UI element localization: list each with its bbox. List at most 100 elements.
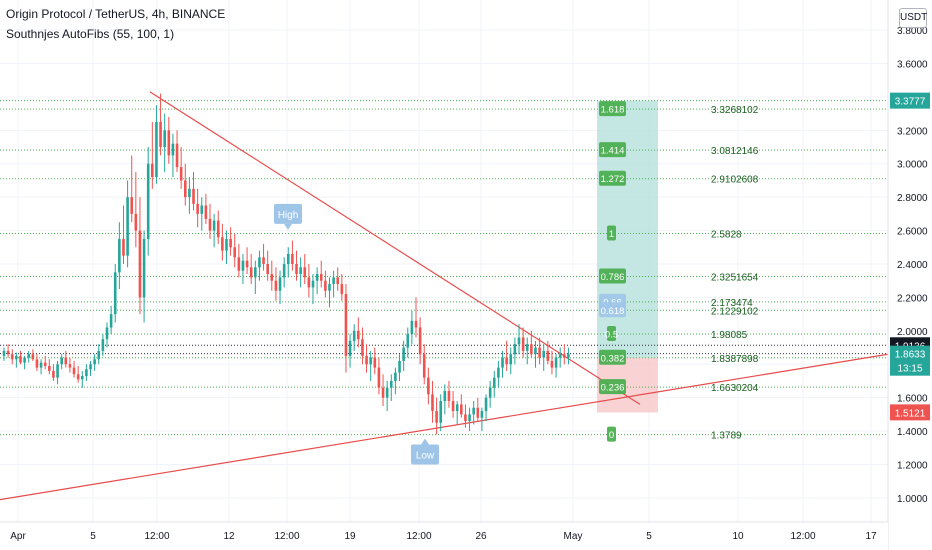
high-marker: [274, 203, 302, 224]
candle-body: [385, 387, 389, 398]
candle-body: [39, 362, 43, 368]
descending-trendline: [149, 91, 641, 405]
low-marker-pointer: [421, 438, 429, 445]
candle-body: [389, 380, 393, 388]
candle-body: [394, 372, 397, 381]
price-tick-label: 2.6000: [897, 227, 928, 238]
time-axis-bg: [0, 522, 888, 550]
candle-body: [241, 260, 245, 271]
trend-lines: [0, 91, 889, 501]
fib-labels: 1.618 3.3268102 1.414 3.0812146 1.272 2.91026…: [599, 101, 759, 442]
fib-ratio-badge: [599, 170, 626, 186]
high-marker-label: High: [278, 210, 299, 221]
time-axis[interactable]: Apr 5 12:00 12 12:00 19 12:00 26 May 5 10 12:00 17: [0, 521, 888, 550]
candle-body: [204, 205, 208, 219]
fib-ratio-label: 1: [609, 229, 614, 240]
candle-body: [521, 337, 525, 351]
candle-body: [361, 339, 364, 356]
candle-body: [488, 387, 492, 398]
fib-ratio-badge: [599, 379, 626, 395]
fib-ratio-label: 0.382: [601, 353, 625, 364]
candle-body: [200, 205, 204, 214]
candle-body: [196, 203, 199, 214]
fib-price-label: 1.8387898: [711, 354, 759, 365]
candle-body: [344, 294, 348, 356]
price-label-text: 1.5121: [895, 408, 926, 419]
candle-body: [369, 357, 372, 365]
candle-body: [249, 267, 253, 278]
candle-body: [126, 197, 129, 256]
candle-body: [307, 277, 311, 288]
candle-body: [23, 357, 26, 363]
high-low-markers: High Low: [274, 203, 439, 465]
time-tick-label: 17: [865, 531, 877, 542]
candle-body: [550, 360, 554, 368]
fib-ratio-badge: [607, 326, 616, 342]
candles: [2, 93, 570, 435]
candle-body: [233, 247, 237, 258]
candle-body: [517, 337, 521, 345]
candle-body: [216, 220, 220, 238]
price-label-text: 1.8633: [895, 350, 926, 361]
candle-body: [19, 355, 22, 363]
time-tick-label: 26: [475, 531, 487, 542]
candle-body: [431, 394, 434, 412]
price-axis-bg: [888, 0, 932, 550]
price-tick-label: 1.0000: [897, 494, 928, 505]
candle-body: [188, 188, 191, 198]
candle-body: [286, 253, 290, 264]
candle-body: [410, 320, 414, 335]
candle-body: [237, 257, 241, 271]
candle-body: [208, 218, 212, 231]
candle-body: [352, 330, 356, 341]
candle-body: [443, 391, 447, 402]
candle-body: [406, 334, 410, 348]
candle-body: [295, 264, 298, 275]
time-tick-label: 10: [732, 531, 744, 542]
candle-body: [530, 344, 533, 355]
candle-body: [336, 277, 340, 285]
currency-button[interactable]: USDT: [899, 8, 927, 28]
candle-body: [328, 284, 331, 291]
candle-body: [546, 350, 550, 361]
indicator-label[interactable]: Southnjes AutoFibs (55, 100, 1): [6, 27, 175, 41]
time-tick-label: 19: [344, 531, 356, 542]
time-tick-label: 12: [223, 531, 235, 542]
candle-body: [10, 354, 14, 360]
fib-ratio-label: 1.618: [601, 105, 625, 116]
price-tick-label: 3.2000: [897, 126, 928, 137]
candle-body: [542, 350, 546, 358]
candle-body: [52, 370, 55, 378]
candle-body: [476, 407, 480, 418]
time-tick-label: May: [564, 531, 583, 542]
candle-body: [299, 267, 302, 275]
candle-body: [56, 364, 59, 378]
candle-body: [105, 327, 109, 340]
candle-body: [72, 367, 76, 375]
candle-body: [175, 143, 179, 168]
candle-body: [340, 284, 344, 295]
candle-body: [484, 397, 488, 412]
candle-body: [435, 411, 438, 423]
price-label-tag: [890, 404, 930, 421]
fib-ratio-badge: [599, 268, 626, 284]
candle-body: [468, 414, 471, 422]
grid-lines: [0, 0, 888, 522]
candle-body: [171, 143, 175, 156]
candle-body: [558, 354, 562, 358]
candle-body: [142, 238, 146, 298]
fib-ratio-badge: [599, 349, 626, 365]
price-axis[interactable]: 3.80003.60003.40003.20003.00002.80002.60…: [887, 0, 932, 550]
candle-body: [315, 274, 319, 281]
candle-body: [245, 260, 249, 268]
time-tick-label: 5: [646, 531, 652, 542]
candle-body: [414, 320, 418, 328]
candle-body: [80, 375, 84, 380]
candle-body: [451, 401, 455, 412]
price-label-countdown: 13:15: [897, 364, 922, 375]
candle-body: [60, 357, 63, 365]
candle-body: [505, 357, 508, 365]
fib-ratio-badge: [599, 101, 626, 117]
